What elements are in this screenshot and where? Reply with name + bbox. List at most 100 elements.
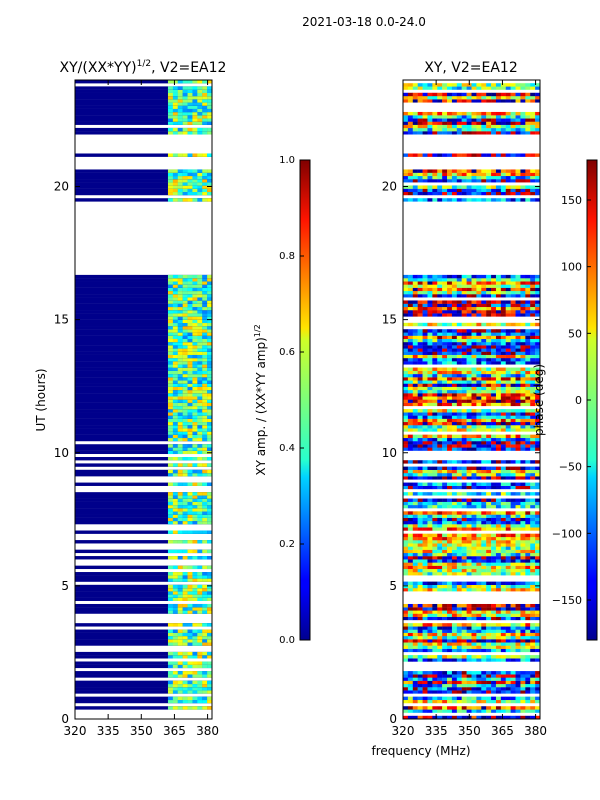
amp-cell xyxy=(197,699,203,704)
amp-cell xyxy=(177,389,183,394)
phase-cell xyxy=(510,690,516,694)
phase-cell xyxy=(412,613,418,617)
amp-cell xyxy=(172,632,178,637)
phase-cell xyxy=(461,610,467,614)
phase-cell xyxy=(481,642,487,646)
amp-cell xyxy=(187,431,193,435)
amp-cell xyxy=(177,575,183,579)
phase-cell xyxy=(432,322,438,327)
phase-cell xyxy=(525,354,531,359)
phase-cell xyxy=(461,361,467,365)
amp-cell xyxy=(172,191,178,196)
phase-cell xyxy=(442,377,448,381)
phase-cell xyxy=(461,482,467,486)
phase-cell xyxy=(486,616,492,621)
amp-cell xyxy=(207,393,212,397)
phase-cell xyxy=(481,169,487,173)
phase-cell xyxy=(500,153,506,157)
phase-cell xyxy=(422,476,428,480)
phase-cell xyxy=(535,556,540,560)
phase-cell xyxy=(437,687,443,691)
amp-cell xyxy=(187,326,193,330)
amp-cell xyxy=(197,664,203,669)
amp-cell xyxy=(167,294,174,298)
amp-cell xyxy=(202,175,208,180)
amp-cell xyxy=(197,274,203,279)
phase-cell xyxy=(486,603,492,608)
phase-cell xyxy=(525,425,531,429)
phase-cell xyxy=(535,92,540,97)
phase-cell xyxy=(505,581,511,586)
phase-cell xyxy=(451,626,458,630)
phase-cell xyxy=(407,623,413,627)
phase-cell xyxy=(535,603,540,608)
phase-cell xyxy=(495,485,502,490)
amp-cell xyxy=(197,498,203,502)
phase-cell xyxy=(486,482,492,486)
amp-cell xyxy=(192,377,198,381)
phase-cell xyxy=(476,198,482,202)
amp-cell xyxy=(187,482,193,486)
phase-cell xyxy=(486,540,492,544)
phase-cell xyxy=(466,185,472,189)
phase-cell xyxy=(432,504,438,509)
amp-row xyxy=(75,108,212,113)
amp-cell xyxy=(167,447,174,451)
phase-cell xyxy=(486,393,492,397)
phase-cell xyxy=(505,687,511,691)
amp-cell xyxy=(202,706,208,710)
phase-cell xyxy=(407,447,413,451)
amp-cell xyxy=(197,338,203,343)
amp-cell xyxy=(187,674,193,678)
amp-cell xyxy=(197,357,203,362)
phase-cell xyxy=(525,389,531,394)
phase-cell xyxy=(525,367,531,371)
phase-cell xyxy=(491,632,497,637)
phase-cell xyxy=(515,543,521,547)
amp-cell xyxy=(202,588,208,592)
phase-cell xyxy=(495,546,502,550)
phase-cell xyxy=(403,370,409,375)
phase-cell xyxy=(520,533,526,538)
phase-cell xyxy=(515,635,521,640)
phase-cell xyxy=(403,472,409,477)
phase-cell xyxy=(451,370,458,375)
amp-cell xyxy=(177,310,183,314)
phase-cell xyxy=(486,322,492,327)
phase-cell xyxy=(520,671,526,675)
phase-cell xyxy=(417,441,423,445)
phase-cell xyxy=(505,86,511,90)
phase-cell xyxy=(432,709,438,713)
phase-cell xyxy=(481,99,487,103)
amp-cell xyxy=(177,335,183,339)
phase-cell xyxy=(486,549,492,554)
phase-cell xyxy=(461,559,467,563)
phase-cell xyxy=(412,588,418,592)
amp-cell xyxy=(197,421,203,426)
phase-cell xyxy=(476,527,482,531)
phase-cell xyxy=(407,504,413,509)
amp-cell xyxy=(192,690,198,694)
amp-row xyxy=(75,508,212,512)
phase-cell xyxy=(461,460,467,464)
amp-cell xyxy=(172,303,178,308)
amp-cell xyxy=(197,540,203,544)
phase-cell xyxy=(505,373,511,378)
phase-cell xyxy=(442,581,448,586)
phase-cell xyxy=(422,696,428,701)
phase-cell xyxy=(525,310,531,314)
phase-cell xyxy=(535,616,540,621)
phase-cell xyxy=(461,127,467,132)
phase-cell xyxy=(466,485,472,490)
amp-cell xyxy=(177,603,183,608)
phase-cell xyxy=(422,543,428,547)
phase-cell xyxy=(412,632,418,637)
amp-cell xyxy=(207,86,212,90)
phase-cell xyxy=(422,645,428,649)
phase-cell xyxy=(510,287,516,292)
phase-cell xyxy=(491,642,497,646)
phase-cell xyxy=(432,188,438,193)
amp-cell xyxy=(197,341,203,346)
phase-cell xyxy=(461,715,467,719)
amp-cell xyxy=(197,377,203,381)
